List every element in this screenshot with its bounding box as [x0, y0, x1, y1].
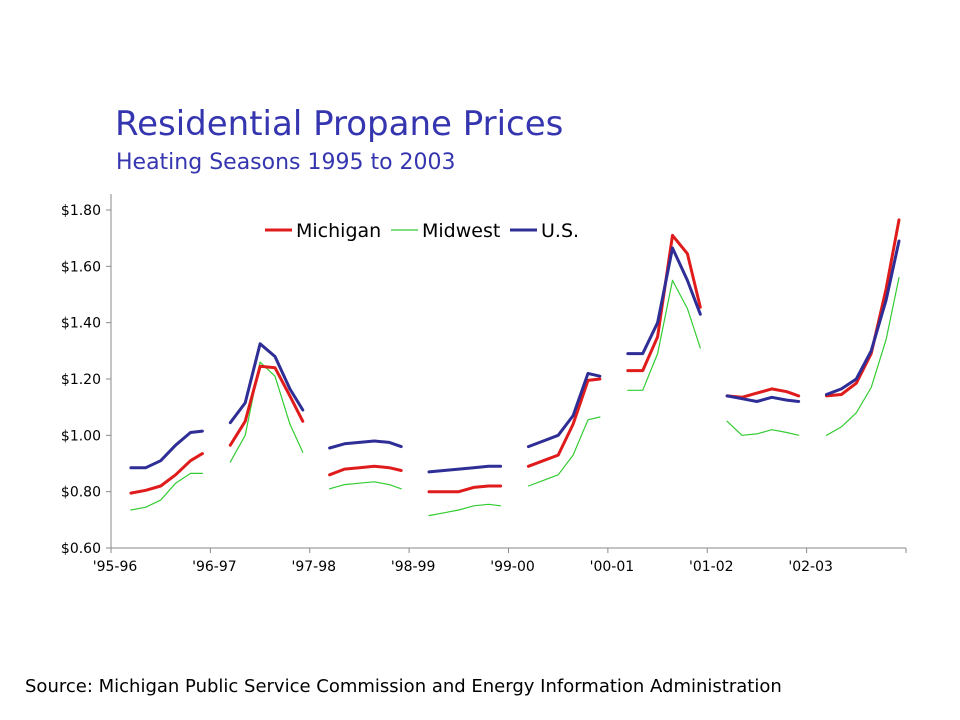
series-line-segment	[427, 484, 503, 494]
series-line-segment	[527, 416, 601, 487]
chart-axes: $0.60 $0.80 $1.00 $1.20 $1.40 $1.60 $1.80 '95-9…	[61, 194, 907, 575]
y-tick-label: $1.80	[61, 203, 101, 219]
series-line-segment	[427, 464, 503, 474]
series-line-segment	[725, 387, 801, 399]
series-line-segment	[129, 429, 204, 470]
y-tick-label: $1.60	[61, 259, 101, 275]
series-line-segment	[129, 452, 204, 495]
y-tick-label: $1.40	[61, 316, 101, 332]
legend-item: U.S.	[510, 220, 579, 242]
series-line-segment	[229, 361, 304, 463]
x-tick-label: '96-97	[192, 559, 237, 575]
x-tick-label: '02-03	[788, 559, 833, 575]
legend-label: Midwest	[422, 220, 500, 242]
series-us	[129, 239, 901, 474]
series-line-segment	[130, 472, 203, 511]
y-tick-label: $0.60	[61, 541, 101, 557]
series-line-segment	[329, 481, 402, 490]
series-midwest	[130, 277, 900, 517]
legend-item: Michigan	[265, 220, 381, 242]
series-line-segment	[526, 377, 602, 468]
chart-legend: Michigan Midwest U.S.	[265, 220, 579, 242]
series-line-segment	[228, 364, 305, 447]
series-line-segment	[526, 371, 602, 449]
series-line-segment	[428, 503, 502, 517]
legend-item: Midwest	[391, 220, 500, 242]
series-line-segment	[726, 420, 800, 436]
x-tick-label: '97-98	[291, 559, 336, 575]
y-tick-label: $1.00	[61, 428, 101, 444]
x-tick-label: '95-96	[93, 559, 138, 575]
series-michigan	[129, 218, 901, 495]
legend-label: U.S.	[541, 220, 579, 242]
series-line-segment	[328, 439, 403, 450]
legend-label: Michigan	[296, 220, 381, 242]
chart-subtitle: Heating Seasons 1995 to 2003	[116, 150, 456, 175]
source-note: Source: Michigan Public Service Commissi…	[25, 676, 782, 697]
y-tick-label: $1.20	[61, 372, 101, 388]
y-tick-label: $0.80	[61, 485, 101, 501]
series-line-segment	[228, 342, 305, 425]
x-tick-label: '00-01	[590, 559, 635, 575]
x-tick-label: '98-99	[391, 559, 436, 575]
series-line-segment	[328, 464, 403, 477]
series-line-segment	[626, 233, 702, 373]
series-line-segment	[725, 394, 801, 403]
x-tick-label: '01-02	[689, 559, 734, 575]
series-line-segment	[825, 277, 900, 436]
series-line-segment	[626, 246, 702, 356]
series-layer	[129, 218, 901, 517]
series-line-segment	[825, 239, 901, 396]
x-tick-label: '99-00	[490, 559, 535, 575]
series-line-segment	[825, 218, 901, 398]
series-line-segment	[627, 279, 701, 391]
chart-title: Residential Propane Prices	[115, 104, 564, 144]
